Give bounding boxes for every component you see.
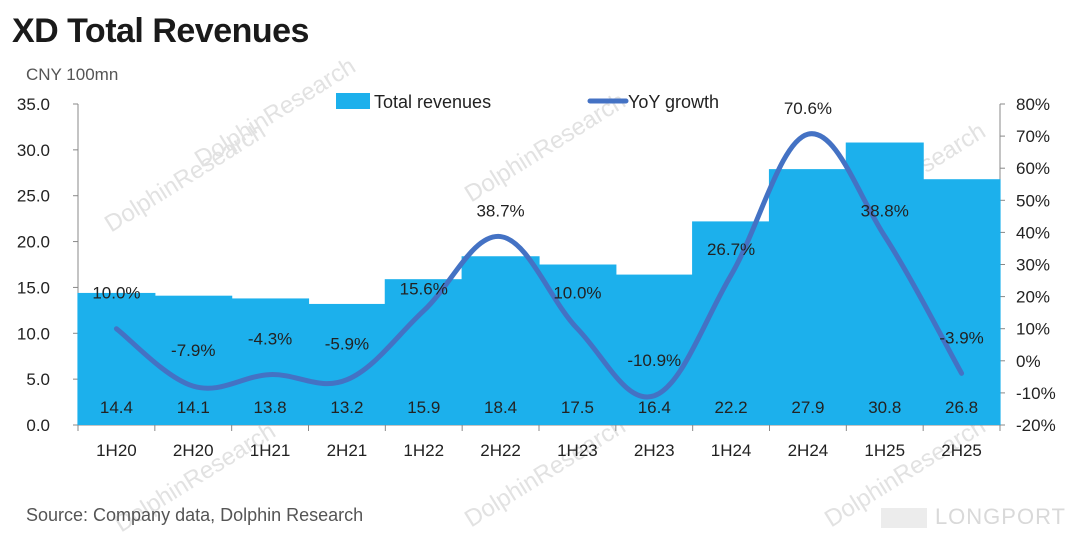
x-tick-label: 1H21	[250, 441, 291, 460]
x-tick-label: 2H22	[480, 441, 521, 460]
y-right-tick-label: 70%	[1016, 127, 1050, 146]
x-tick-label: 1H23	[557, 441, 598, 460]
bar-value-label: 26.8	[945, 398, 978, 417]
x-tick-label: 2H25	[941, 441, 982, 460]
y-right-tick-label: 10%	[1016, 320, 1050, 339]
x-tick-label: 1H24	[711, 441, 752, 460]
y-left-tick-label: 20.0	[17, 233, 50, 252]
y-right-tick-label: 50%	[1016, 191, 1050, 210]
x-tick-label: 2H20	[173, 441, 214, 460]
yoy-value-label: 10.0%	[92, 284, 140, 303]
y-left-tick-label: 30.0	[17, 141, 50, 160]
yoy-value-label: -10.9%	[627, 351, 681, 370]
y-right-tick-label: 30%	[1016, 256, 1050, 275]
yoy-value-label: 70.6%	[784, 99, 832, 118]
brand-name: LONGPORT	[934, 504, 1066, 529]
y-right-tick-label: 40%	[1016, 223, 1050, 242]
y-left-tick-label: 25.0	[17, 187, 50, 206]
bar	[461, 256, 540, 425]
y-right-tick-label: 80%	[1016, 95, 1050, 114]
brand-mark-icon	[880, 508, 927, 529]
yoy-value-label: 38.7%	[476, 202, 524, 221]
bar	[77, 292, 156, 425]
bar-value-label: 14.1	[177, 398, 210, 417]
source-note: Source: Company data, Dolphin Research	[26, 505, 364, 525]
legend-label-bar: Total revenues	[374, 92, 491, 112]
y-right-tick-label: 0%	[1016, 352, 1041, 371]
x-tick-label: 1H22	[403, 441, 444, 460]
brand-logo: LONGPORT	[880, 504, 1066, 530]
bar-value-label: 17.5	[561, 398, 594, 417]
bar-value-label: 16.4	[638, 398, 671, 417]
x-tick-label: 2H21	[327, 441, 368, 460]
bar-value-label: 14.4	[100, 398, 133, 417]
yoy-growth-line	[113, 131, 965, 400]
bar	[922, 179, 1001, 425]
yoy-value-label: -4.3%	[248, 330, 292, 349]
y-right-tick-label: -20%	[1016, 416, 1056, 435]
y-left-tick-label: 0.0	[26, 416, 50, 435]
chart-title: XD Total Revenues	[12, 12, 309, 50]
bar-value-label: 15.9	[407, 398, 440, 417]
y-left-tick-label: 5.0	[26, 370, 50, 389]
x-tick-label: 2H24	[788, 441, 829, 460]
y-right-tick-label: -10%	[1016, 384, 1056, 403]
yoy-value-label: 38.8%	[861, 201, 909, 220]
bar-value-label: 13.2	[330, 398, 363, 417]
x-tick-label: 2H23	[634, 441, 675, 460]
unit-label: CNY 100mn	[26, 65, 119, 84]
x-tick-label: 1H25	[864, 441, 905, 460]
bar	[615, 274, 694, 425]
bar	[154, 295, 233, 425]
yoy-value-label: -3.9%	[939, 328, 983, 347]
y-left-tick-label: 15.0	[17, 278, 50, 297]
y-left-tick-label: 10.0	[17, 324, 50, 343]
bar-value-label: 13.8	[254, 398, 287, 417]
y-left-tick-label: 35.0	[17, 95, 50, 114]
bar	[231, 298, 310, 425]
yoy-value-label: -7.9%	[171, 341, 215, 360]
x-tick-label: 1H20	[96, 441, 137, 460]
yoy-value-label: 10.0%	[553, 284, 601, 303]
bar-value-label: 22.2	[715, 398, 748, 417]
yoy-value-label: 15.6%	[400, 280, 448, 299]
y-right-tick-label: 60%	[1016, 159, 1050, 178]
y-right-tick-label: 20%	[1016, 288, 1050, 307]
bar	[768, 169, 847, 425]
bar-value-label: 18.4	[484, 398, 517, 417]
yoy-value-label: 26.7%	[707, 240, 755, 259]
bar-value-label: 27.9	[791, 398, 824, 417]
legend-swatch-bar	[336, 93, 370, 109]
legend-label-line: YoY growth	[628, 92, 719, 112]
bar	[384, 279, 463, 425]
yoy-value-label: -5.9%	[325, 335, 369, 354]
bar-value-label: 30.8	[868, 398, 901, 417]
